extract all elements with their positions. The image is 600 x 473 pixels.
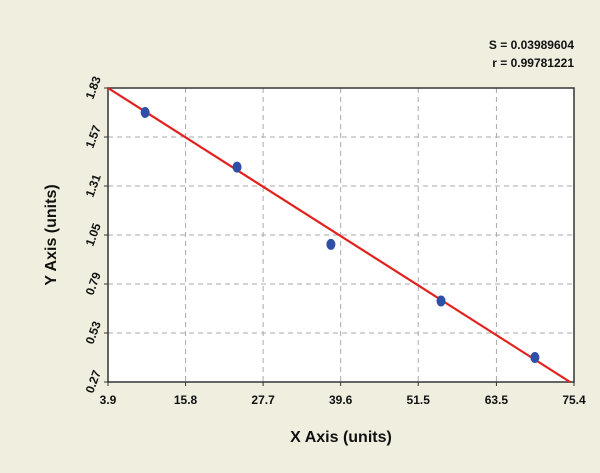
fit-line [107, 87, 571, 383]
x-tick-label: 63.5 [485, 393, 509, 407]
data-point [232, 161, 242, 173]
annotation: r = 0.99781221 [492, 56, 574, 70]
x-tick-label: 3.9 [100, 393, 117, 407]
data-point [436, 295, 446, 307]
plot-border [107, 87, 575, 383]
x-tick-label: 15.8 [174, 393, 198, 407]
x-axis-label: X Axis (units) [290, 429, 392, 446]
annotation: S = 0.03989604 [489, 38, 574, 52]
x-tick-label: 39.6 [329, 393, 353, 407]
x-tick-label: 27.7 [251, 393, 275, 407]
data-point [326, 238, 336, 250]
x-tick-label: 51.5 [407, 393, 431, 407]
y-axis-label: Y Axis (units) [43, 184, 60, 285]
data-point [140, 107, 150, 118]
x-tick-label: 75.4 [562, 393, 586, 407]
data-point [530, 352, 540, 363]
